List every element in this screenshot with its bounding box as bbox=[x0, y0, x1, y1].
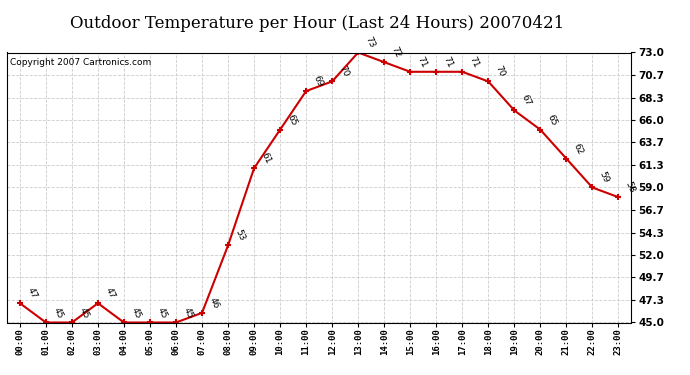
Text: 45: 45 bbox=[155, 306, 168, 320]
Text: 67: 67 bbox=[520, 93, 533, 108]
Text: 65: 65 bbox=[286, 112, 299, 127]
Text: 71: 71 bbox=[416, 55, 428, 69]
Text: 47: 47 bbox=[104, 286, 117, 300]
Text: 71: 71 bbox=[442, 55, 455, 69]
Text: 47: 47 bbox=[26, 286, 39, 300]
Text: 70: 70 bbox=[494, 64, 507, 79]
Text: 73: 73 bbox=[364, 36, 377, 50]
Text: 65: 65 bbox=[546, 112, 559, 127]
Text: 58: 58 bbox=[624, 180, 637, 194]
Text: Copyright 2007 Cartronics.com: Copyright 2007 Cartronics.com bbox=[10, 58, 151, 67]
Text: 70: 70 bbox=[337, 64, 351, 79]
Text: 46: 46 bbox=[208, 296, 221, 310]
Text: 61: 61 bbox=[259, 151, 273, 165]
Text: 45: 45 bbox=[52, 306, 64, 320]
Text: 62: 62 bbox=[572, 142, 585, 156]
Text: 69: 69 bbox=[312, 74, 325, 88]
Text: 59: 59 bbox=[598, 171, 611, 185]
Text: 45: 45 bbox=[77, 306, 90, 320]
Text: 45: 45 bbox=[130, 306, 143, 320]
Text: 71: 71 bbox=[468, 55, 481, 69]
Text: Outdoor Temperature per Hour (Last 24 Hours) 20070421: Outdoor Temperature per Hour (Last 24 Ho… bbox=[70, 15, 564, 32]
Text: 53: 53 bbox=[234, 228, 246, 243]
Text: 45: 45 bbox=[181, 306, 195, 320]
Text: 72: 72 bbox=[390, 45, 403, 59]
